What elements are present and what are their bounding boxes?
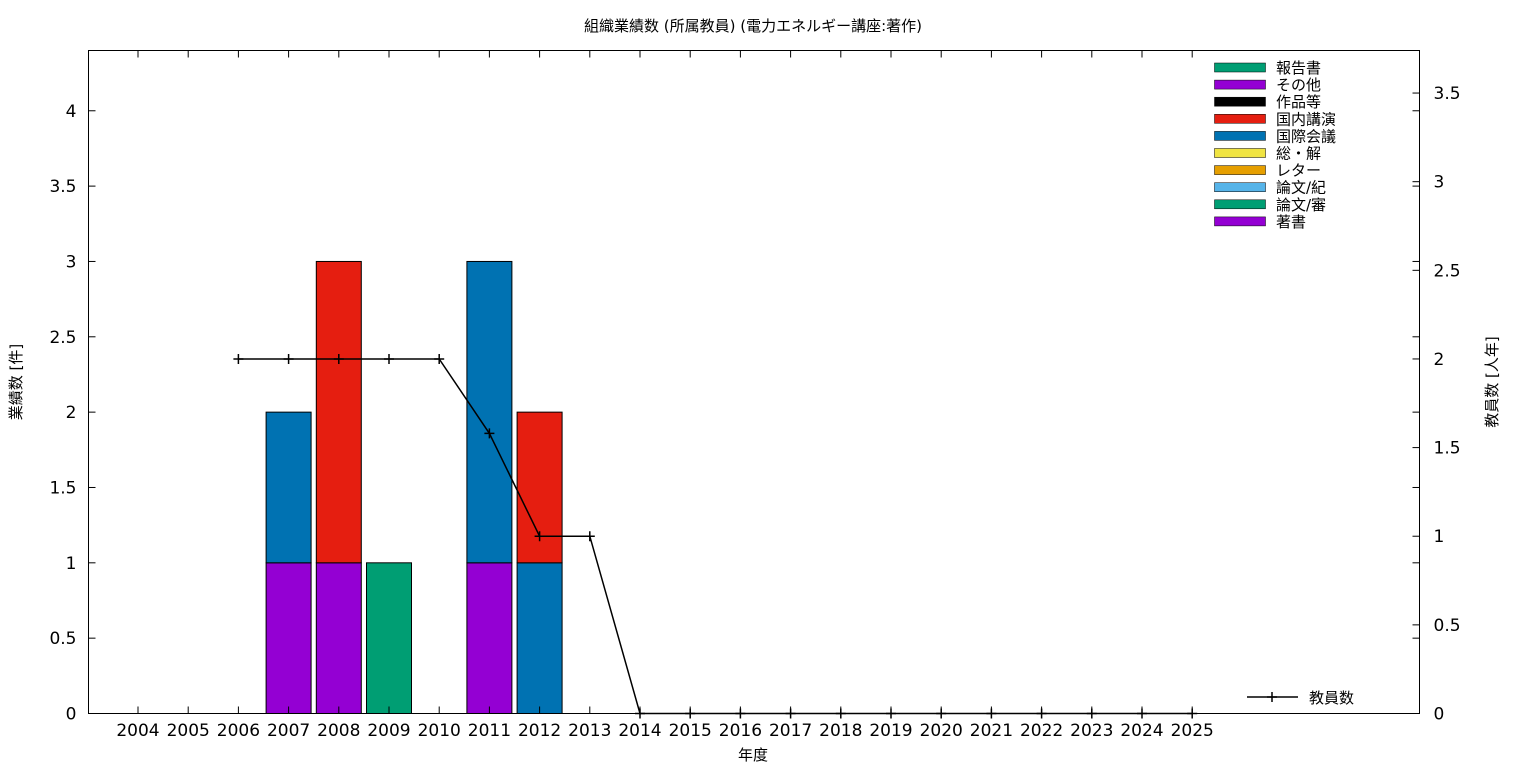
- line-point-marker: [484, 428, 495, 439]
- x-tick-label: 2009: [367, 721, 410, 741]
- y2-axis-label: 教員数 [人年]: [1483, 336, 1501, 427]
- x-tick-label: 2010: [418, 721, 461, 741]
- legend-swatch: [1214, 165, 1266, 175]
- bar-segment: [466, 562, 513, 714]
- y2-tick-label: 0.5: [1434, 616, 1461, 636]
- line-legend: 教員数: [1247, 689, 1354, 707]
- y-tick-label: 3: [66, 252, 77, 272]
- x-axis-label: 年度: [738, 746, 768, 764]
- legend-swatch: [1214, 148, 1266, 158]
- bar-segment: [366, 562, 412, 714]
- x-tick-label: 2014: [618, 721, 661, 741]
- x-tick-label: 2005: [167, 721, 210, 741]
- y-axis-label: 業績数 [件]: [7, 344, 25, 420]
- legend-swatch: [1214, 62, 1266, 73]
- y2-axis-ticks: 0 0.5 1 1.5 2 2.5 3 3.5: [1412, 84, 1461, 725]
- x-tick-label: 2006: [217, 721, 260, 741]
- y2-tick-label: 1: [1434, 527, 1445, 547]
- y2-tick-label: 2: [1434, 350, 1445, 370]
- x-tick-label: 2024: [1120, 721, 1163, 741]
- legend-swatch: [1214, 199, 1266, 210]
- legend-swatch: [1214, 79, 1266, 90]
- y-tick-label: 2: [66, 403, 77, 423]
- line-point-marker: [534, 531, 545, 542]
- legend-label: 報告書: [1276, 59, 1321, 77]
- legend-label: レター: [1276, 162, 1321, 180]
- line-point-marker: [283, 353, 294, 364]
- y2-tick-label: 2.5: [1434, 261, 1461, 281]
- bar-segment: [265, 411, 312, 564]
- bar-segment: [516, 562, 563, 714]
- x-tick-label: 2021: [970, 721, 1013, 741]
- x-tick-label: 2013: [568, 721, 611, 741]
- line-point-marker: [333, 353, 344, 364]
- line-legend-label: 教員数: [1309, 689, 1354, 707]
- y2-tick-label: 1.5: [1434, 439, 1461, 459]
- y2-tick-label: 0: [1434, 705, 1445, 725]
- x-tick-label: 2023: [1070, 721, 1113, 741]
- chart-title: 組織業績数 (所属教員) (電力エネルギー講座:著作): [584, 17, 922, 35]
- x-tick-label: 2019: [869, 721, 912, 741]
- legend-label: 国内講演: [1276, 110, 1336, 128]
- y-tick-label: 1: [66, 554, 77, 574]
- bar-segment: [265, 562, 312, 714]
- x-tick-label: 2022: [1020, 721, 1063, 741]
- y-tick-label: 0: [66, 705, 77, 725]
- bar-segment: [315, 562, 362, 714]
- x-tick-label: 2004: [116, 721, 159, 741]
- legend-swatch: [1214, 96, 1266, 107]
- x-tick-label: 2018: [819, 721, 862, 741]
- line-point-marker: [584, 531, 595, 542]
- legend-swatch: [1214, 114, 1266, 124]
- x-tick-label: 2008: [317, 721, 360, 741]
- y2-tick-label: 3: [1434, 173, 1445, 193]
- x-tick-label: 2007: [267, 721, 310, 741]
- line-point-marker: [233, 353, 244, 364]
- x-tick-label: 2020: [920, 721, 963, 741]
- bar-segment: [466, 260, 513, 564]
- y-axis-ticks: 0 0.5 1 1.5 2 2.5 3 3.5 4: [49, 102, 1420, 725]
- legend-label: 国際会議: [1276, 127, 1336, 145]
- x-axis-ticks: 2004 2005 2006 2007 2008 2009 2010 2011 2012 2013…: [116, 50, 1214, 741]
- x-tick-label: 2017: [769, 721, 812, 741]
- legend-swatch: [1214, 182, 1266, 192]
- legend-label: 著書: [1276, 213, 1306, 231]
- y-tick-label: 2.5: [49, 328, 76, 348]
- legend-label: その他: [1276, 76, 1321, 94]
- line-point-marker: [384, 353, 394, 364]
- bar-segment: [315, 260, 362, 564]
- legend-label: 論文/紀: [1276, 179, 1326, 197]
- legend-swatch: [1214, 131, 1266, 141]
- x-tick-label: 2016: [719, 721, 762, 741]
- x-tick-label: 2011: [468, 721, 511, 741]
- legend-label: 作品等: [1276, 93, 1321, 111]
- line-legend-marker: [1267, 692, 1277, 702]
- x-tick-label: 2025: [1171, 721, 1214, 741]
- line-point-marker: [434, 353, 445, 364]
- y2-tick-label: 3.5: [1434, 84, 1461, 104]
- bars-layer: [265, 260, 563, 714]
- line-series-path: [238, 358, 1193, 715]
- legend-swatch: [1214, 216, 1266, 227]
- legend-label: 総・解: [1276, 145, 1321, 163]
- y-tick-label: 1.5: [49, 478, 76, 498]
- x-tick-label: 2015: [669, 721, 712, 741]
- x-tick-label: 2012: [518, 721, 561, 741]
- legend-label: 論文/審: [1276, 196, 1326, 214]
- y-tick-label: 4: [66, 102, 77, 122]
- y-tick-label: 3.5: [49, 177, 76, 197]
- y-tick-label: 0.5: [49, 629, 76, 649]
